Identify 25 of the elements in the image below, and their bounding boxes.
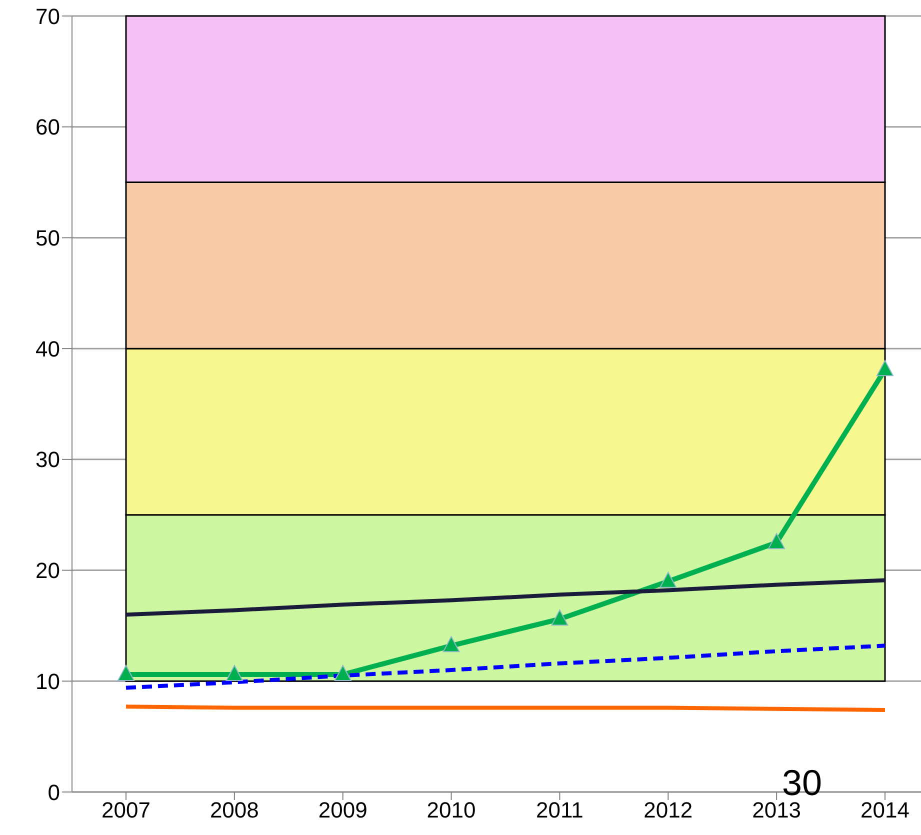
y-tick-label: 0 xyxy=(48,780,60,805)
y-tick-label: 60 xyxy=(36,114,60,140)
point xyxy=(876,360,894,376)
y-tick-label: 50 xyxy=(36,226,60,251)
point xyxy=(334,664,352,681)
line-series xyxy=(124,578,887,617)
y-tick-label: 20 xyxy=(36,558,60,584)
point xyxy=(660,572,677,588)
line-series xyxy=(124,644,887,690)
y-tick-label: 10 xyxy=(36,668,60,694)
y-tick-label: 40 xyxy=(36,336,60,362)
x-tick-label: 2008 xyxy=(210,798,259,823)
y-tick-label: 70 xyxy=(36,4,60,29)
x-tick-label: 2010 xyxy=(426,798,476,823)
x-tick-label: 2011 xyxy=(536,798,584,823)
y-tick-label: 30 xyxy=(36,447,60,472)
point xyxy=(768,533,786,550)
x-tick-label: 2012 xyxy=(644,798,693,823)
x-tick-label: 2009 xyxy=(318,798,368,823)
point xyxy=(118,664,134,681)
x-tick-label: 2014 xyxy=(860,798,910,823)
point xyxy=(551,610,568,626)
point xyxy=(442,636,460,652)
x-tick-label: 2007 xyxy=(102,798,150,823)
point xyxy=(226,664,243,681)
